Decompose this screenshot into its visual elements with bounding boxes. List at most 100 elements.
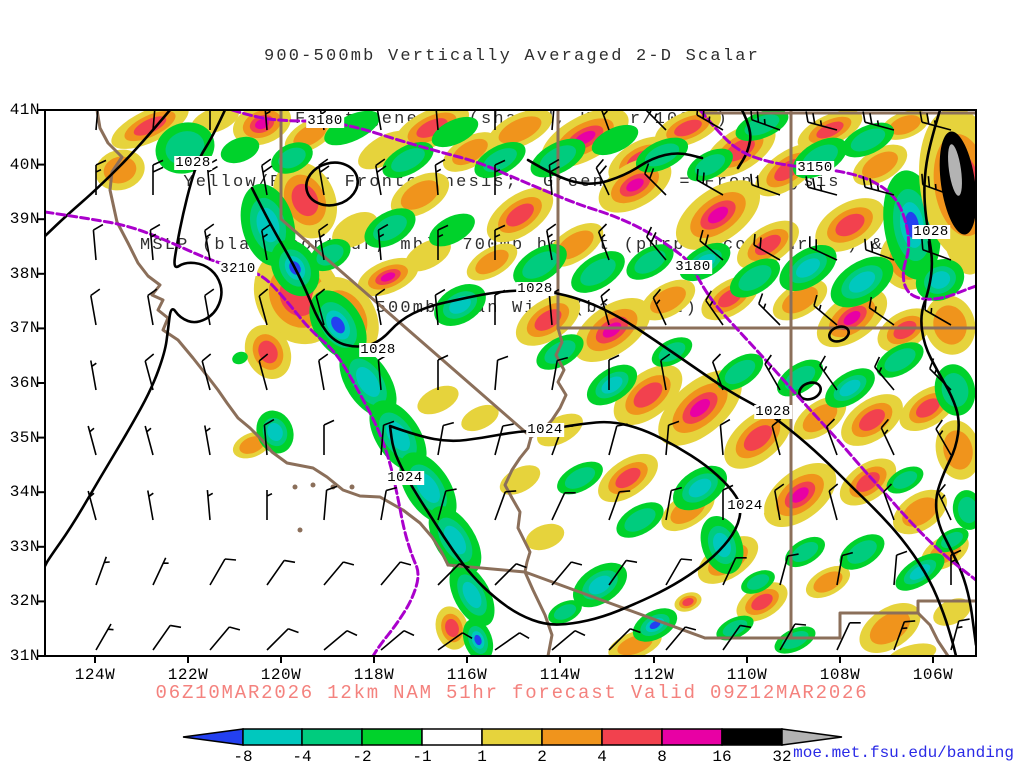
wind-barb [209, 626, 241, 651]
wind-barb [660, 353, 671, 391]
wind-barb [771, 418, 782, 456]
wind-barb [825, 418, 838, 456]
wind-barb [711, 353, 724, 391]
wind-barb [705, 290, 724, 326]
lat-tick-label: 32N [9, 592, 40, 611]
wind-barb [699, 229, 724, 261]
wind-barb [377, 223, 389, 261]
wind-barb [665, 420, 680, 456]
wind-barb [665, 558, 693, 586]
wind-barb [434, 288, 446, 326]
lat-tick-label: 40N [9, 155, 40, 174]
wind-barb [950, 549, 962, 585]
wind-barb [836, 622, 861, 651]
wind-barb [435, 110, 439, 131]
wind-barb [266, 559, 296, 586]
credit-link[interactable]: moe.met.fsu.edu/banding [793, 744, 1014, 762]
colorbar-segment [601, 728, 663, 746]
wind-barb [437, 632, 473, 651]
wind-barb [935, 419, 952, 456]
lon-tick-label: 116W [446, 666, 488, 684]
wind-barb [494, 355, 509, 391]
wind-barb [264, 110, 271, 131]
wind-barb [950, 618, 970, 651]
wind-barb [608, 628, 641, 651]
contour-label: 1028 [174, 155, 212, 171]
wind-barb [95, 623, 114, 651]
wind-barb [206, 490, 214, 521]
wind-barb [323, 419, 335, 455]
wind-barb [380, 486, 398, 521]
wind-barb [608, 490, 631, 521]
plot-area [45, 110, 976, 656]
wind-barb [95, 110, 99, 131]
colorbar-tick-label: 16 [712, 748, 732, 766]
colorbar [182, 728, 843, 746]
lat-tick-label: 38N [9, 264, 40, 283]
wind-barb [147, 490, 154, 521]
colorbar-tick-label: 1 [477, 748, 487, 766]
wind-barb [548, 158, 560, 196]
lon-tick-label: 114W [539, 666, 581, 684]
wind-barb [87, 425, 97, 456]
wind-barb [437, 488, 457, 521]
colorbar-segment [301, 728, 363, 746]
wind-barb [750, 110, 781, 131]
wind-barb [266, 490, 273, 520]
wind-barb [608, 559, 638, 586]
lon-tick-label: 118W [353, 666, 395, 684]
wind-barb [494, 224, 506, 260]
lat-tick-label: 34N [9, 483, 40, 502]
wind-barb [90, 360, 97, 391]
wind-barb [779, 553, 799, 586]
wind-barb [551, 110, 555, 131]
colorbar-right-arrow [781, 728, 843, 746]
wind-barb [665, 626, 697, 651]
wind-barb [764, 354, 781, 391]
lon-tick-label: 108W [819, 666, 861, 684]
wind-barb [750, 173, 781, 196]
wind-barb [380, 629, 415, 651]
wind-barb [805, 176, 838, 196]
wind-barb [696, 168, 724, 196]
colorbar-segment [361, 728, 423, 746]
wind-barb [209, 558, 237, 586]
lon-tick-label: 106W [912, 666, 954, 684]
wind-barb [551, 629, 586, 651]
wind-barb [318, 353, 329, 391]
colorbar-segment [242, 728, 303, 746]
wind-barb [494, 110, 496, 130]
height-contours [45, 110, 976, 656]
wind-barb [494, 423, 514, 456]
contour-label: 1028 [359, 342, 397, 358]
wind-barb [809, 236, 838, 261]
wind-barb [144, 425, 154, 456]
colorbar-tick-label: 4 [597, 748, 607, 766]
wind-barb [719, 418, 731, 456]
wind-barb [882, 483, 895, 521]
wind-barb [893, 550, 908, 586]
wind-barb [318, 158, 330, 196]
contour-label: 3150 [796, 160, 834, 176]
wind-barb [95, 159, 107, 195]
colorbar-segment [481, 728, 543, 746]
wind-barb [494, 159, 506, 195]
wind-barb [494, 490, 517, 521]
wind-barb [665, 486, 683, 521]
wind-barb [380, 420, 395, 456]
forecast-caption: 06Z10MAR2026 12km NAM 51hr forecast Vali… [155, 682, 869, 704]
wind-barb [608, 423, 628, 456]
colorbar-tick-label: -8 [233, 748, 253, 766]
contour-label: 3180 [306, 113, 344, 129]
wind-barb [880, 418, 895, 456]
wind-barb [819, 355, 838, 391]
wind-barb [645, 226, 667, 261]
contour-label: 1024 [386, 470, 424, 486]
wind-barb [323, 485, 338, 521]
wind-barb [551, 492, 576, 521]
wind-barb [862, 176, 895, 196]
wind-barb [376, 110, 382, 131]
wind-barb [919, 111, 952, 131]
contour-label: 1024 [526, 422, 564, 438]
